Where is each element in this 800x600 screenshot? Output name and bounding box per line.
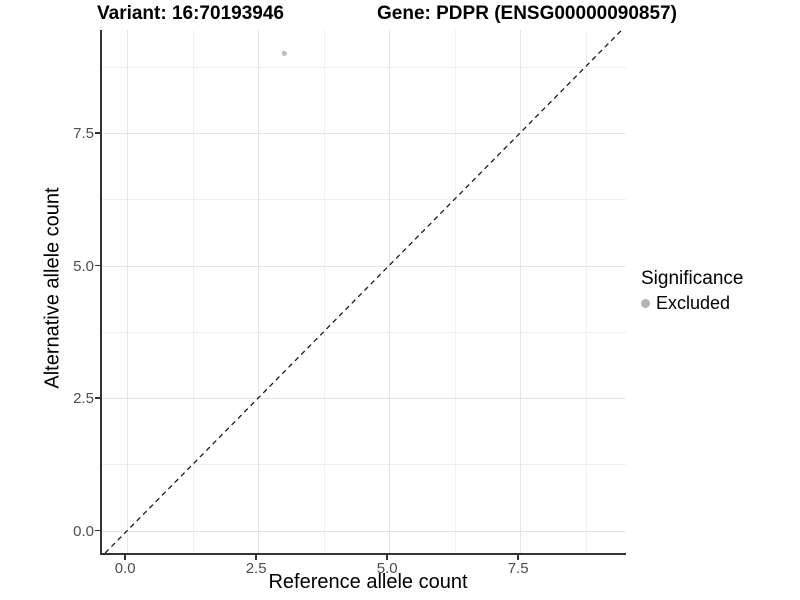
legend-entry-excluded: Excluded bbox=[641, 293, 743, 314]
data-point-excluded bbox=[281, 50, 287, 56]
gridline bbox=[323, 30, 325, 553]
y-axis-tick bbox=[95, 529, 100, 532]
plot-title-gene: Gene: PDPR (ENSG00000090857) bbox=[377, 3, 677, 24]
gridline bbox=[102, 265, 626, 267]
gridline bbox=[454, 30, 456, 553]
x-axis-tick-label: 0.0 bbox=[114, 560, 136, 577]
gridline bbox=[102, 398, 626, 400]
gridline bbox=[102, 530, 626, 532]
y-axis-tick-label: 7.5 bbox=[73, 124, 94, 142]
x-axis-tick bbox=[386, 555, 388, 560]
x-axis-tick bbox=[124, 555, 126, 560]
x-axis-title: Reference allele count bbox=[268, 571, 468, 593]
y-axis-tick bbox=[95, 264, 100, 267]
gridline bbox=[102, 464, 626, 466]
y-axis-tick-label: 5.0 bbox=[73, 257, 94, 275]
x-axis-tick bbox=[517, 555, 519, 560]
gridline bbox=[127, 30, 129, 553]
legend-key-dot bbox=[641, 299, 650, 308]
y-axis-tick bbox=[95, 132, 100, 134]
plot-data-layer bbox=[104, 30, 623, 553]
gridline bbox=[585, 30, 587, 553]
identity-reference-line bbox=[104, 30, 623, 553]
gridline bbox=[258, 30, 260, 553]
plot-panel bbox=[100, 30, 626, 555]
y-axis-title: Alternative allele count bbox=[41, 187, 64, 389]
gridline bbox=[192, 30, 194, 553]
plot-title-variant: Variant: 16:70193946 bbox=[97, 3, 284, 24]
legend-entry-label: Excluded bbox=[656, 293, 731, 313]
y-axis-tick-label: 2.5 bbox=[73, 390, 94, 408]
gridline bbox=[102, 132, 626, 134]
x-axis-tick bbox=[255, 555, 257, 560]
x-axis-tick-label: 2.5 bbox=[245, 560, 267, 577]
gridline bbox=[102, 199, 626, 201]
gridline bbox=[102, 66, 626, 68]
y-axis-tick-label: 0.0 bbox=[73, 522, 94, 540]
gridline bbox=[389, 30, 391, 553]
gridline bbox=[520, 30, 522, 553]
gridline bbox=[102, 331, 626, 333]
y-axis-tick bbox=[95, 397, 100, 399]
legend: Significance Excluded bbox=[641, 268, 743, 314]
legend-title: Significance bbox=[641, 268, 744, 289]
x-axis-tick-label: 7.5 bbox=[507, 560, 529, 577]
x-axis-tick-label: 5.0 bbox=[376, 560, 398, 577]
